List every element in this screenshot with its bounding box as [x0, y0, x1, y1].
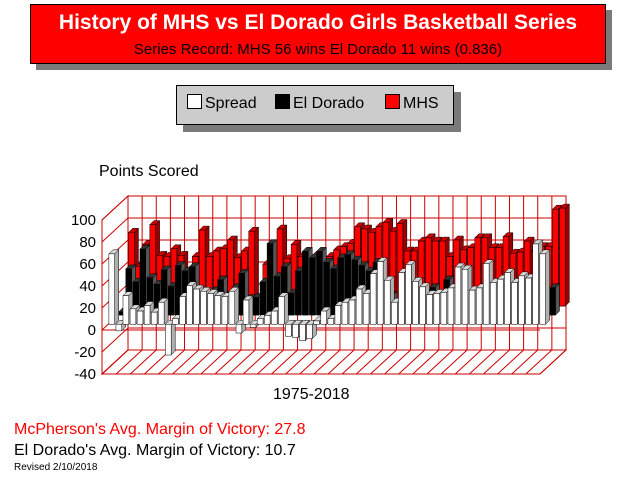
- gridline: [454, 349, 482, 375]
- y-tick-label: -20: [74, 344, 96, 361]
- gridline: [384, 349, 411, 375]
- x-axis-label: 1975-2018: [273, 386, 350, 403]
- legend-item-spread: Spread: [187, 94, 257, 113]
- gridline: [285, 349, 313, 375]
- legend-label-eldorado: El Dorado: [293, 95, 365, 112]
- legend-item-mhs: MHS: [385, 94, 439, 113]
- legend-label-mhs: MHS: [403, 95, 439, 112]
- y-tick-label: 80: [79, 234, 96, 251]
- y-tick-label: 0: [87, 322, 96, 339]
- bar-spread: [228, 286, 240, 325]
- gridline: [172, 349, 199, 375]
- gridline: [101, 349, 129, 375]
- bar-spread: [277, 292, 289, 325]
- gridline: [327, 349, 355, 375]
- gridline: [242, 349, 270, 375]
- gridline: [200, 349, 228, 375]
- bar-spread: [539, 249, 551, 325]
- y-tick-label: -40: [74, 366, 96, 383]
- gridline: [539, 349, 567, 375]
- gridline: [412, 349, 440, 375]
- legend-swatch-eldorado: [275, 94, 290, 109]
- y-tick-label: 20: [79, 300, 96, 317]
- bar-spread: [157, 297, 169, 325]
- title-box: History of MHS vs El Dorado Girls Basket…: [30, 4, 606, 64]
- gridline: [497, 349, 524, 375]
- gridline: [228, 349, 256, 375]
- revised-date: Revised 2/10/2018: [14, 462, 98, 473]
- bar-spread: [164, 319, 176, 356]
- gridline: [370, 349, 397, 375]
- gridline: [271, 349, 298, 375]
- gridline: [299, 349, 327, 375]
- y-tick-label: 100: [70, 212, 96, 229]
- bar-mhs: [558, 203, 570, 307]
- mcpherson-margin-note: McPherson's Avg. Margin of Victory: 27.8: [14, 421, 306, 438]
- gridline: [398, 349, 426, 375]
- bar-spread: [242, 295, 254, 325]
- gridline: [426, 349, 454, 375]
- gridline: [511, 349, 539, 375]
- bar-spread: [306, 319, 318, 340]
- gridline: [469, 349, 496, 375]
- y-tick-label: 40: [79, 278, 96, 295]
- legend-label-spread: Spread: [205, 95, 257, 112]
- gridline: [214, 349, 242, 375]
- y-tick-label: 60: [79, 256, 96, 273]
- gridline: [525, 349, 553, 375]
- gridline: [313, 349, 341, 375]
- chart-title: History of MHS vs El Dorado Girls Basket…: [58, 11, 578, 34]
- gridline: [115, 349, 143, 375]
- legend-item-eldorado: El Dorado: [275, 94, 364, 113]
- bar-spread: [108, 249, 120, 325]
- legend-swatch-spread: [187, 94, 202, 109]
- y-axis-label: Points Scored: [99, 163, 199, 180]
- bar-eldorado: [549, 283, 561, 316]
- gridline: [158, 349, 185, 375]
- eldorado-margin-note: El Dorado's Avg. Margin of Victory: 10.7: [14, 442, 296, 459]
- series-record: Series Record: MHS 56 wins El Dorado 11 …: [133, 41, 503, 58]
- series-spread: [108, 239, 551, 356]
- gridline: [355, 349, 383, 375]
- gridline: [186, 349, 214, 375]
- gridline: [483, 349, 510, 375]
- legend-swatch-mhs: [385, 94, 400, 109]
- gridline: [257, 349, 284, 375]
- gridline: [440, 349, 468, 375]
- legend: Spread El Dorado MHS: [176, 85, 454, 125]
- gridline: [341, 349, 369, 375]
- gridline: [129, 349, 157, 375]
